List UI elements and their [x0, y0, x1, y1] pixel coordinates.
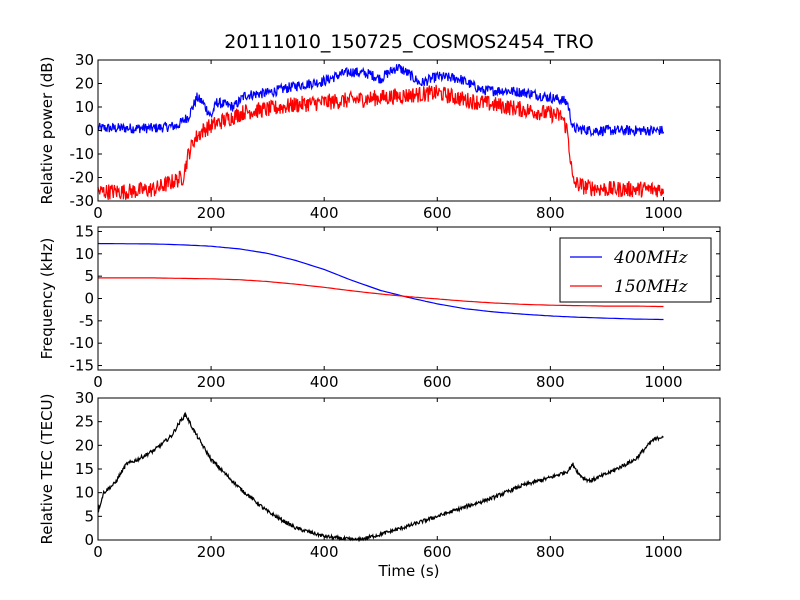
- y-tick-label: -10: [70, 145, 95, 163]
- x-tick-label: 600: [423, 204, 452, 222]
- x-tick-label: 400: [310, 204, 339, 222]
- series-line-2-2: [98, 277, 664, 308]
- y-tick-label: 15: [75, 460, 94, 478]
- x-tick-label: 800: [536, 204, 565, 222]
- x-tick-label: 1000: [644, 204, 682, 222]
- y-tick-label: 20: [75, 75, 94, 93]
- x-axis-label: Time (s): [378, 562, 440, 580]
- y-tick-label: -5: [79, 312, 94, 330]
- y-tick-label: -10: [70, 334, 95, 352]
- y-tick-label: 10: [75, 98, 94, 116]
- y-tick-label: 5: [84, 507, 94, 525]
- x-tick-label: 200: [197, 543, 226, 561]
- panel-1: 0 200 400 600 800 1000 -30 -20 -10 0 10 20 30 Relativ…: [38, 51, 721, 222]
- x-tick-label: 0: [93, 204, 103, 222]
- series-line-3-1: [97, 411, 664, 543]
- x-tick-label: 0: [93, 543, 103, 561]
- series-line-1-2: [97, 84, 665, 200]
- x-tick-label: 0: [93, 373, 103, 391]
- y-tick-label: 5: [84, 267, 94, 285]
- panel-3: 0 200 400 600 800 1000 0 5 10 15 20 25 30 Relative TE…: [38, 389, 721, 580]
- x-tick-label: 1000: [644, 543, 682, 561]
- y-axis-label: Relative power (dB): [38, 57, 56, 205]
- x-tick-label: 200: [197, 373, 226, 391]
- series-line-2-1: [97, 242, 664, 321]
- y-tick-label: 0: [84, 122, 94, 140]
- legend-label: 150MHz: [614, 277, 689, 297]
- y-tick-label: -20: [70, 169, 95, 187]
- y-tick-label: 0: [84, 290, 94, 308]
- chart-title: 20111010_150725_COSMOS2454_TRO: [224, 31, 594, 53]
- panels-group: 0 200 400 600 800 1000-30-20-100102030Relativ…: [38, 51, 721, 580]
- x-tick-label: 1000: [644, 373, 682, 391]
- x-tick-label: 800: [536, 373, 565, 391]
- y-axis-label: Relative TEC (TECU): [38, 394, 56, 545]
- y-tick-label: 15: [75, 222, 94, 240]
- y-tick-label: -30: [70, 192, 95, 210]
- y-tick-label: -15: [70, 357, 95, 375]
- x-tick-label: 600: [423, 543, 452, 561]
- x-tick-label: 600: [423, 373, 452, 391]
- legend-label: 400MHz: [613, 248, 689, 268]
- y-tick-label: 25: [75, 413, 94, 431]
- y-tick-label: 10: [75, 245, 94, 263]
- panel-2: 0 200 400 600 800 1000 -15 -10 -5 0 5 10 15 Frequency…: [38, 222, 721, 391]
- y-tick-label: 10: [75, 484, 94, 502]
- x-tick-label: 800: [536, 543, 565, 561]
- y-tick-label: 30: [75, 51, 94, 69]
- y-axis-label: Frequency (kHz): [38, 238, 56, 360]
- x-tick-label: 400: [310, 543, 339, 561]
- x-tick-label: 400: [310, 373, 339, 391]
- y-tick-label: 0: [84, 531, 94, 549]
- y-tick-label: 20: [75, 436, 94, 454]
- y-tick-label: 30: [75, 389, 94, 407]
- x-tick-label: 200: [197, 204, 226, 222]
- series-line-1-1: [97, 63, 665, 138]
- legend-box: [559, 237, 712, 303]
